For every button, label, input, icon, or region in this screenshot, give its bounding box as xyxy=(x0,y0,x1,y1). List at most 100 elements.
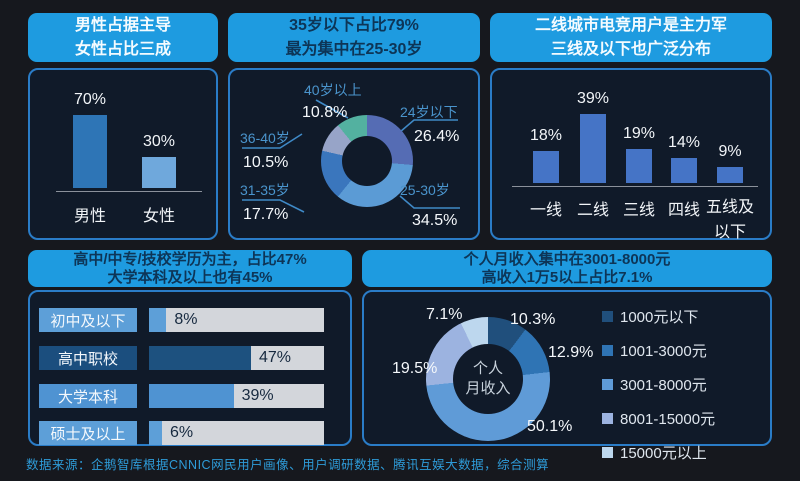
age-header-line1: 35岁以下占比79% xyxy=(289,17,419,35)
education-row-track: 39% xyxy=(149,384,324,408)
age-header-line2: 最为集中在25-30岁 xyxy=(285,40,423,58)
age-header: 35岁以下占比79% 最为集中在25-30岁 xyxy=(228,13,480,62)
legend-item: 1001-3000元 xyxy=(602,340,715,361)
gender-chart-panel: 70% 30% 男性 女性 xyxy=(28,68,218,240)
income-pct-1001-3000: 12.9% xyxy=(548,344,594,361)
income-pct-3001-8000: 50.1% xyxy=(527,418,573,435)
city-bar-tier3 xyxy=(626,149,652,183)
city-header: 二线城市电竞用户是主力军 三线及以下也广泛分布 xyxy=(490,13,772,62)
city-bar-group-tier2: 39% xyxy=(563,90,623,183)
age-chart-panel: 40岁以上 10.8% 24岁以下 26.4% 36-40岁 10.5% 31-… xyxy=(228,68,480,240)
education-row-track: 8% xyxy=(149,308,324,332)
education-row-pct: 39% xyxy=(241,387,274,404)
gender-bar-female xyxy=(142,156,176,188)
income-header-line2: 高收入1万5以上占比7.1% xyxy=(481,268,653,286)
legend-label: 1000元以下 xyxy=(620,309,699,326)
age-pct-25-30: 34.5% xyxy=(412,212,458,229)
legend-item: 8001-15000元 xyxy=(602,408,715,429)
income-legend: 1000元以下 1001-3000元 3001-8000元 8001-15000… xyxy=(602,306,715,463)
gender-bar-group-female: 30% xyxy=(129,133,189,188)
gender-bar-male xyxy=(73,115,107,188)
age-label-40plus: 40岁以上 xyxy=(304,82,362,98)
gender-header: 男性占据主导 女性占比三成 xyxy=(28,13,218,62)
education-row-pct: 47% xyxy=(258,349,292,366)
data-source-note: 数据来源：企鹅智库根据CNNIC网民用户画像、用户调研数据、腾讯互娱大数据，综合… xyxy=(26,458,550,472)
legend-swatch xyxy=(602,413,613,424)
education-row-fill xyxy=(149,346,251,370)
income-chart-panel: 个人 月收入 7.1% 10.3% 12.9% 19.5% 50.1% 1000… xyxy=(362,290,772,462)
gender-value-female: 30% xyxy=(142,132,176,150)
legend-label: 3001-8000元 xyxy=(620,377,707,394)
income-donut-center: 个人 月收入 xyxy=(453,344,523,414)
city-bar-group-tier1: 18% xyxy=(516,127,576,183)
income-header: 个人月收入集中在3001-8000元 高收入1万5以上占比7.1% xyxy=(362,250,772,287)
gender-bar-group-male: 70% xyxy=(60,91,120,188)
city-value-tier2: 39% xyxy=(576,89,610,107)
education-row-highschool: 高中职校 47% xyxy=(39,346,324,370)
city-header-line2: 三线及以下也广泛分布 xyxy=(550,40,711,58)
city-bar-tier1 xyxy=(533,151,559,183)
age-pct-40plus: 10.8% xyxy=(302,104,348,121)
city-bar-group-tier5: 9% xyxy=(700,143,760,183)
age-callout-lines xyxy=(242,99,460,213)
education-row-junior: 初中及以下 8% xyxy=(39,308,324,332)
legend-item: 1000元以下 xyxy=(602,306,715,327)
legend-item: 3001-8000元 xyxy=(602,374,715,395)
legend-item: 15000元以上 xyxy=(602,442,715,463)
city-value-tier4: 14% xyxy=(667,134,701,152)
legend-label: 1001-3000元 xyxy=(620,343,707,360)
legend-label: 15000元以上 xyxy=(620,445,707,462)
city-chart-panel: 18% 39% 19% 14% 9% 一线 二线 三线 四线 五线及以下 xyxy=(490,68,772,241)
education-row-fill xyxy=(149,384,234,408)
city-bar-tier4 xyxy=(671,158,697,183)
age-label-31-35: 31-35岁 xyxy=(240,182,290,198)
age-donut xyxy=(321,115,413,207)
age-donut-hole xyxy=(342,136,392,186)
gender-header-line1: 男性占据主导 xyxy=(74,17,171,35)
city-value-tier1: 18% xyxy=(529,127,563,145)
city-value-tier3: 19% xyxy=(622,125,656,143)
city-header-line1: 二线城市电竞用户是主力军 xyxy=(534,17,727,35)
age-pct-under24: 26.4% xyxy=(414,128,460,145)
income-pct-15000plus: 7.1% xyxy=(426,306,463,323)
education-row-track: 47% xyxy=(149,346,324,370)
income-center-line2: 月收入 xyxy=(465,380,511,397)
legend-swatch xyxy=(602,311,613,322)
age-pct-31-35: 17.7% xyxy=(243,206,289,223)
education-row-bachelor: 大学本科 39% xyxy=(39,384,324,408)
education-row-fill xyxy=(149,308,167,332)
gender-cat-male: 男性 xyxy=(73,208,107,225)
income-pct-8001-15000: 19.5% xyxy=(392,360,438,377)
education-header-line2: 大学本科及以上也有45% xyxy=(107,268,273,286)
legend-swatch xyxy=(602,345,613,356)
gender-value-male: 70% xyxy=(73,91,107,109)
income-donut: 个人 月收入 xyxy=(426,317,550,441)
age-pct-36-40: 10.5% xyxy=(243,154,289,171)
legend-swatch xyxy=(602,379,613,390)
city-bar-group-tier3: 19% xyxy=(609,125,669,183)
education-row-label: 初中及以下 xyxy=(39,308,137,332)
city-axis-line xyxy=(512,186,758,187)
gender-cat-female: 女性 xyxy=(142,208,176,225)
education-row-fill xyxy=(149,421,163,445)
city-cat-tier2: 二线 xyxy=(576,202,610,219)
city-bar-group-tier4: 14% xyxy=(654,134,714,183)
income-pct-under1000: 10.3% xyxy=(510,311,556,328)
age-label-36-40: 36-40岁 xyxy=(240,130,290,146)
education-row-label: 高中职校 xyxy=(39,346,137,370)
city-bar-tier2 xyxy=(580,113,606,183)
city-value-tier5: 9% xyxy=(718,143,742,161)
education-row-label: 大学本科 xyxy=(39,384,137,408)
education-row-pct: 8% xyxy=(174,311,198,328)
city-bar-tier5 xyxy=(717,167,743,183)
income-header-line1: 个人月收入集中在3001-8000元 xyxy=(463,250,671,268)
gender-header-line2: 女性占比三成 xyxy=(74,40,171,58)
education-row-master: 硕士及以上 6% xyxy=(39,421,324,445)
education-row-track: 6% xyxy=(149,421,324,445)
education-row-label: 硕士及以上 xyxy=(39,421,137,445)
legend-label: 8001-15000元 xyxy=(620,411,716,428)
age-label-under24: 24岁以下 xyxy=(400,104,458,120)
city-cat-tier1: 一线 xyxy=(529,202,563,219)
education-row-pct: 6% xyxy=(170,424,194,441)
